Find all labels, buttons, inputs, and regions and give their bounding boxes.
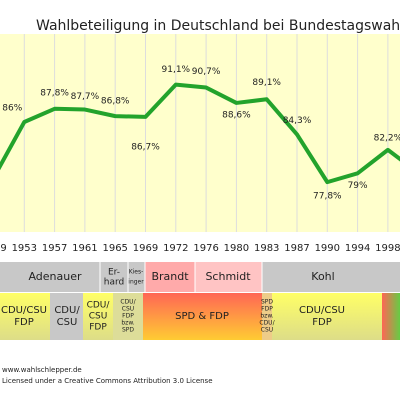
data-label: 91,1% <box>162 65 191 75</box>
x-tick-label: 1949 <box>0 243 7 254</box>
coalition-label: SPD <box>261 299 273 306</box>
coalition-label: bzw. <box>260 313 273 320</box>
chancellor-label: Er- <box>108 268 120 278</box>
chancellor-label: inger <box>128 279 144 286</box>
data-label: 89,1% <box>252 78 281 88</box>
band <box>382 293 400 340</box>
band <box>272 293 382 340</box>
coalition-label: CDU/CSU <box>299 305 345 316</box>
data-label: 86,7% <box>131 142 160 152</box>
data-label: 87,7% <box>71 92 100 102</box>
x-tick-label: 1961 <box>72 243 97 254</box>
x-tick-label: 1990 <box>315 243 340 254</box>
coalition-label: FDP <box>14 317 33 328</box>
band <box>0 293 50 340</box>
coalition-label: CDU/ <box>87 301 111 311</box>
chancellor-label: Brandt <box>151 270 189 283</box>
data-label: 88,6% <box>222 110 251 120</box>
data-label: 86,8% <box>101 97 130 107</box>
data-label: 77,8% <box>313 192 342 202</box>
coalition-label: CSU <box>122 306 134 313</box>
coalition-label: CSU <box>57 317 78 328</box>
coalition-label: FDP <box>122 313 134 320</box>
chancellor-label: Kies- <box>129 269 144 276</box>
x-tick-label: 1976 <box>193 243 218 254</box>
data-label: 87,8% <box>40 88 69 98</box>
band <box>145 262 195 292</box>
x-tick-label: 1987 <box>284 243 309 254</box>
x-tick-label: 1994 <box>345 243 370 254</box>
line <box>0 82 400 185</box>
band <box>83 293 113 340</box>
coalition-label: CDU/ <box>54 305 80 316</box>
chancellor-label: Adenauer <box>28 270 82 283</box>
data-label: 86% <box>2 104 22 114</box>
coalition-label: CSU <box>89 312 108 322</box>
coalition-label: CSU <box>261 327 273 334</box>
x-tick-label: 1957 <box>42 243 67 254</box>
license: Licensed under a Creative Commons Attrib… <box>2 377 213 385</box>
band <box>195 262 262 292</box>
coalition-label: CDU/ <box>259 320 275 327</box>
x-tick-label: 1972 <box>163 243 188 254</box>
band <box>262 293 272 340</box>
x-tick-label: 1953 <box>12 243 37 254</box>
coalition-label: SPD & FDP <box>175 311 229 322</box>
x-tick-label: 1983 <box>254 243 279 254</box>
source: www.wahlschlepper.de <box>2 366 82 374</box>
coalition-label: FDP <box>89 323 107 333</box>
data-label: 82,2% <box>374 133 400 143</box>
coalition-label: SPD <box>122 327 134 334</box>
band <box>143 293 262 340</box>
data-label: 79% <box>348 181 368 191</box>
x-tick-label: 1969 <box>133 243 158 254</box>
data-label: 84,3% <box>283 116 312 126</box>
x-tick-label: 1998 <box>375 243 400 254</box>
chancellor-label: hard <box>104 278 124 288</box>
chancellor-label: Schmidt <box>205 270 251 283</box>
data-label: 90,7% <box>192 67 221 77</box>
coalition-label: FDP <box>261 306 273 313</box>
chancellor-label: Kohl <box>311 270 334 283</box>
coalition-label: FDP <box>312 317 331 328</box>
coalition-label: CDU/ <box>120 299 136 306</box>
chart-title: Wahlbeteiligung in Deutschland bei Bunde… <box>36 18 400 34</box>
band <box>50 293 83 340</box>
coalition-label: bzw. <box>121 320 134 327</box>
band <box>113 293 143 340</box>
coalition-label: CDU/CSU <box>1 305 47 316</box>
x-tick-label: 1965 <box>102 243 127 254</box>
x-tick-label: 1980 <box>224 243 249 254</box>
plot-area <box>0 34 400 232</box>
